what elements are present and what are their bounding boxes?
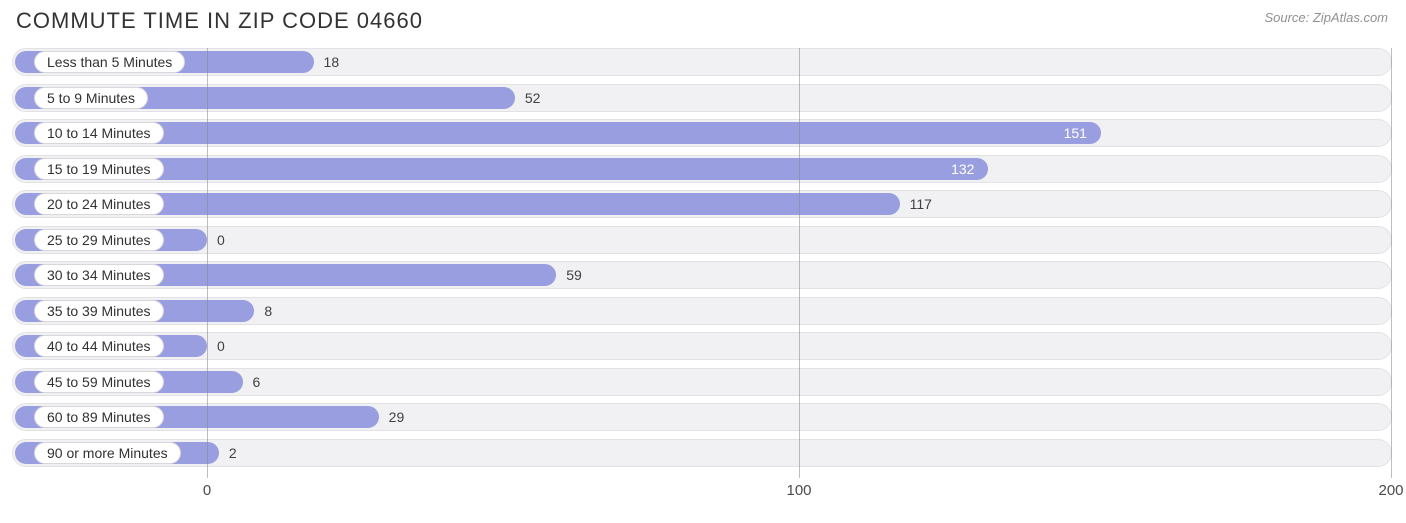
category-label: Less than 5 Minutes [34,51,185,73]
chart-title: COMMUTE TIME IN ZIP CODE 04660 [16,8,1394,34]
bar-value: 2 [229,439,237,467]
gridline [207,48,208,478]
chart-source: Source: ZipAtlas.com [1264,10,1388,25]
chart-row: Less than 5 Minutes 18 [12,48,1392,76]
bar-value: 59 [566,261,582,289]
x-tick-label: 200 [1378,482,1403,499]
x-tick-label: 0 [203,482,211,499]
bar-value: 117 [910,190,932,218]
category-label: 40 to 44 Minutes [34,335,164,357]
bar-value: 29 [389,403,405,431]
category-label: 30 to 34 Minutes [34,264,164,286]
category-label: 35 to 39 Minutes [34,300,164,322]
x-tick-label: 100 [786,482,811,499]
category-label: 90 or more Minutes [34,442,181,464]
x-axis: 0100200 [12,478,1392,506]
category-label: 45 to 59 Minutes [34,371,164,393]
category-label: 20 to 24 Minutes [34,193,164,215]
commute-time-chart: COMMUTE TIME IN ZIP CODE 04660 Source: Z… [0,0,1406,523]
bar-value: 52 [525,84,541,112]
gridline [799,48,800,478]
category-label: 10 to 14 Minutes [34,122,164,144]
bar-value: 6 [253,368,261,396]
chart-row: 45 to 59 Minutes 6 [12,368,1392,396]
category-label: 15 to 19 Minutes [34,158,164,180]
chart-row: 40 to 44 Minutes 0 [12,332,1392,360]
row-track [12,439,1392,467]
gridline [1391,48,1392,478]
bar-value: 0 [217,226,225,254]
bar-value: 132 [951,155,974,183]
category-label: 25 to 29 Minutes [34,229,164,251]
category-label: 5 to 9 Minutes [34,87,148,109]
chart-rows: Less than 5 Minutes 18 5 to 9 Minutes 52 10 … [12,48,1392,467]
chart-row: 30 to 34 Minutes 59 [12,261,1392,289]
chart-row: 35 to 39 Minutes 8 [12,297,1392,325]
chart-row: 25 to 29 Minutes 0 [12,226,1392,254]
chart-row: 10 to 14 Minutes 151 [12,119,1392,147]
bar-value: 151 [1064,119,1087,147]
chart-row: 20 to 24 Minutes 117 [12,190,1392,218]
chart-row: 15 to 19 Minutes 132 [12,155,1392,183]
bar-value: 8 [264,297,272,325]
bar-value: 18 [324,48,340,76]
category-label: 60 to 89 Minutes [34,406,164,428]
bar [15,122,1101,144]
bar-value: 0 [217,332,225,360]
chart-row: 5 to 9 Minutes 52 [12,84,1392,112]
chart-row: 60 to 89 Minutes 29 [12,403,1392,431]
chart-row: 90 or more Minutes 2 [12,439,1392,467]
chart-plot-area: Less than 5 Minutes 18 5 to 9 Minutes 52 10 … [12,48,1392,478]
